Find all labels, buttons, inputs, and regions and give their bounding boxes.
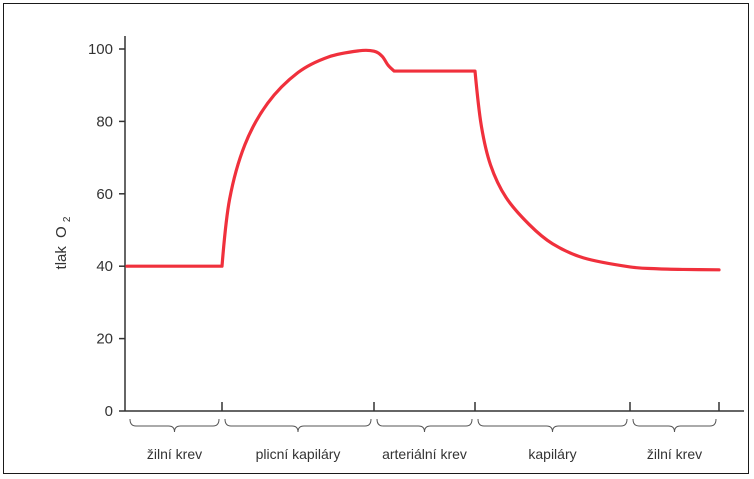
- x-axis: [125, 402, 744, 412]
- y-axis-title-symbol: O: [53, 226, 70, 238]
- segment-brace: [376, 418, 473, 433]
- segment-brace: [129, 418, 220, 433]
- segment-label: plicní kapiláry: [256, 446, 341, 462]
- x-segment-braces: žilní krev plicní kapiláry arteriální krev…: [129, 418, 717, 462]
- segment-label: kapiláry: [528, 446, 576, 462]
- segment-label: žilní krev: [147, 446, 202, 462]
- segment-label: arteriální krev: [382, 446, 467, 462]
- y-tick-label: 0: [105, 403, 113, 420]
- segment-label: žilní krev: [647, 446, 702, 462]
- y-axis-title-subscript: 2: [62, 216, 73, 222]
- segment-brace: [224, 418, 372, 433]
- y-axis: 0 20 40 60 80 100: [88, 36, 126, 420]
- y-axis-title: tlak O 2: [53, 216, 73, 269]
- y-tick-label: 100: [88, 41, 113, 58]
- segment-brace: [477, 418, 628, 433]
- y-tick-label: 40: [96, 258, 113, 275]
- y-tick-label: 80: [96, 113, 113, 130]
- y-axis-title-main: tlak: [53, 246, 70, 270]
- segment-brace: [632, 418, 717, 433]
- y-tick-label: 60: [96, 186, 113, 203]
- y-tick-label: 20: [96, 331, 113, 348]
- figure-frame: [3, 3, 749, 474]
- series-line-oxygen-pressure: [125, 48, 721, 272]
